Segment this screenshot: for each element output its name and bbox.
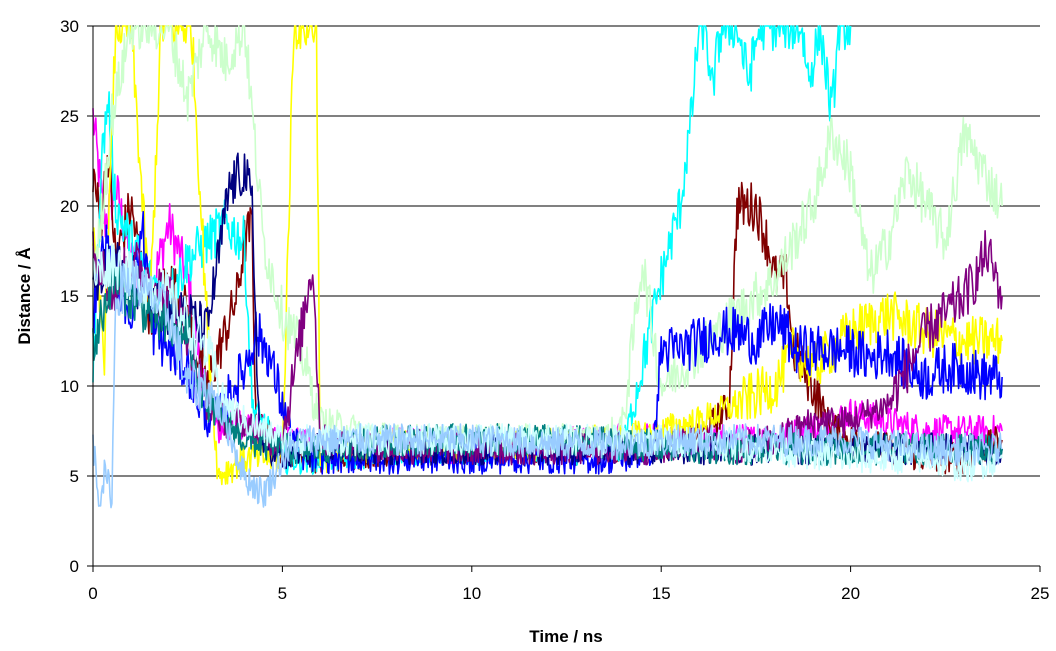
y-axis-title: Distance / Å xyxy=(15,247,34,344)
y-tick-label-0: 0 xyxy=(70,557,79,576)
series-layer xyxy=(92,25,1003,509)
axes xyxy=(87,25,1041,572)
y-tick-label-10: 10 xyxy=(60,377,79,396)
x-tick-label-0: 0 xyxy=(88,584,97,603)
x-tick-label-10: 10 xyxy=(462,584,481,603)
series-line-5 xyxy=(92,25,1003,457)
y-tick-label-30: 30 xyxy=(60,17,79,36)
x-axis-title: Time / ns xyxy=(529,627,602,646)
y-tick-label-5: 5 xyxy=(70,467,79,486)
x-tick-label-25: 25 xyxy=(1031,584,1050,603)
y-tick-label-15: 15 xyxy=(60,287,79,306)
y-tick-label-20: 20 xyxy=(60,197,79,216)
y-tick-label-25: 25 xyxy=(60,107,79,126)
tick-labels: 0 5 10 15 20 25 30 0 5 10 15 20 25 xyxy=(60,17,1049,603)
x-tick-label-20: 20 xyxy=(841,584,860,603)
series-line-10 xyxy=(92,243,1003,483)
x-tick-label-5: 5 xyxy=(278,584,287,603)
x-tick-label-15: 15 xyxy=(652,584,671,603)
series-line-11 xyxy=(92,260,1003,509)
